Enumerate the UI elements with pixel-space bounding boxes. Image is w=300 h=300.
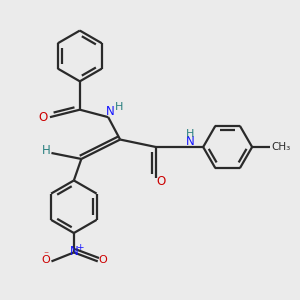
Text: ⁻: ⁻ — [44, 250, 49, 260]
Text: H: H — [42, 144, 50, 157]
Text: O: O — [39, 111, 48, 124]
Text: N: N — [106, 105, 114, 118]
Text: +: + — [76, 242, 84, 251]
Text: O: O — [99, 256, 107, 266]
Text: CH₃: CH₃ — [272, 142, 291, 152]
Text: H: H — [116, 102, 124, 112]
Text: N: N — [70, 245, 79, 258]
Text: H: H — [186, 129, 194, 139]
Text: O: O — [157, 175, 166, 188]
Text: N: N — [186, 134, 195, 148]
Text: O: O — [42, 256, 50, 266]
